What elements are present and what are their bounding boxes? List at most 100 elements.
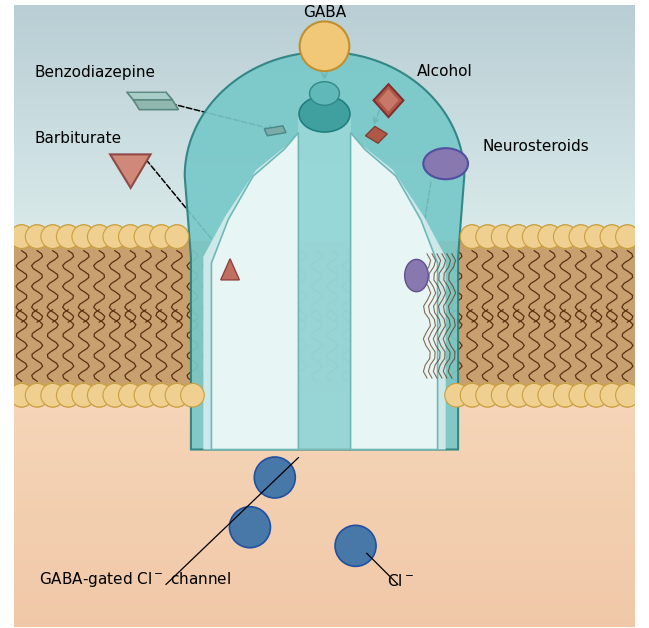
Circle shape [165,225,189,249]
Circle shape [538,384,561,407]
Bar [14,168,635,171]
Circle shape [72,225,95,249]
Bar [14,433,635,435]
Bar [14,603,635,605]
Bar [14,149,635,151]
Bar [14,605,635,608]
Bar [14,173,635,175]
Bar [14,72,635,73]
Bar [14,154,635,156]
Bar [14,549,635,551]
Circle shape [119,384,142,407]
Bar [14,69,635,72]
Circle shape [88,384,111,407]
Bar [14,584,635,587]
Bar [14,575,635,577]
Polygon shape [110,154,151,188]
Bar [14,81,635,83]
Bar [14,612,635,615]
Bar [14,608,635,610]
Bar [14,589,635,591]
Ellipse shape [423,148,468,179]
Bar [14,600,635,603]
Bar [14,428,635,431]
Bar [14,487,635,490]
Bar [14,435,635,438]
Bar [14,450,635,452]
Bar [14,426,635,428]
Circle shape [522,225,546,249]
Bar [14,185,635,187]
Circle shape [569,225,593,249]
Circle shape [585,384,608,407]
Circle shape [103,225,127,249]
Circle shape [10,225,33,249]
Circle shape [41,225,64,249]
Bar [14,239,635,241]
Bar [14,55,635,57]
Polygon shape [203,133,299,450]
Bar [14,440,635,443]
Bar [14,161,635,163]
Bar [14,580,635,582]
Bar [14,92,635,95]
Bar [14,140,635,142]
Circle shape [56,225,80,249]
Circle shape [254,457,295,498]
Bar [14,398,635,400]
Bar [14,445,635,447]
Bar [14,587,635,589]
Bar [14,466,635,468]
Bar [14,518,635,521]
Text: GABA: GABA [303,4,346,19]
Circle shape [300,21,349,71]
Bar [14,473,635,475]
Bar [14,530,635,532]
Bar [14,138,635,140]
Bar [14,187,635,190]
Bar [14,178,635,180]
Circle shape [476,384,500,407]
Bar [14,100,635,102]
Bar [14,5,635,8]
Bar [14,497,635,499]
Bar [14,598,635,600]
Bar [14,17,635,19]
Bar [14,104,635,107]
Circle shape [476,225,500,249]
Bar [14,201,635,203]
Bar [14,511,635,513]
Bar [14,197,635,199]
Bar [14,457,635,459]
Bar [14,83,635,85]
Bar [14,133,635,135]
Circle shape [88,225,111,249]
Bar [14,121,635,123]
Bar [14,34,635,36]
Polygon shape [127,92,172,100]
Bar [14,570,635,572]
Bar [14,565,635,568]
Circle shape [72,384,95,407]
Bar [14,617,635,620]
Bar [14,220,635,222]
Bar [14,50,635,53]
Bar [14,19,635,22]
Circle shape [134,384,158,407]
Circle shape [25,225,49,249]
Bar [14,596,635,598]
Circle shape [569,384,593,407]
Bar [14,593,635,596]
Circle shape [25,384,49,407]
Bar [14,403,635,404]
Circle shape [460,384,484,407]
Bar [14,119,635,121]
Bar [14,480,635,482]
Bar [14,528,635,530]
Circle shape [134,384,158,407]
Bar [14,109,635,112]
Circle shape [56,384,80,407]
Bar [14,447,635,450]
Bar [14,462,635,463]
Bar [14,537,635,539]
